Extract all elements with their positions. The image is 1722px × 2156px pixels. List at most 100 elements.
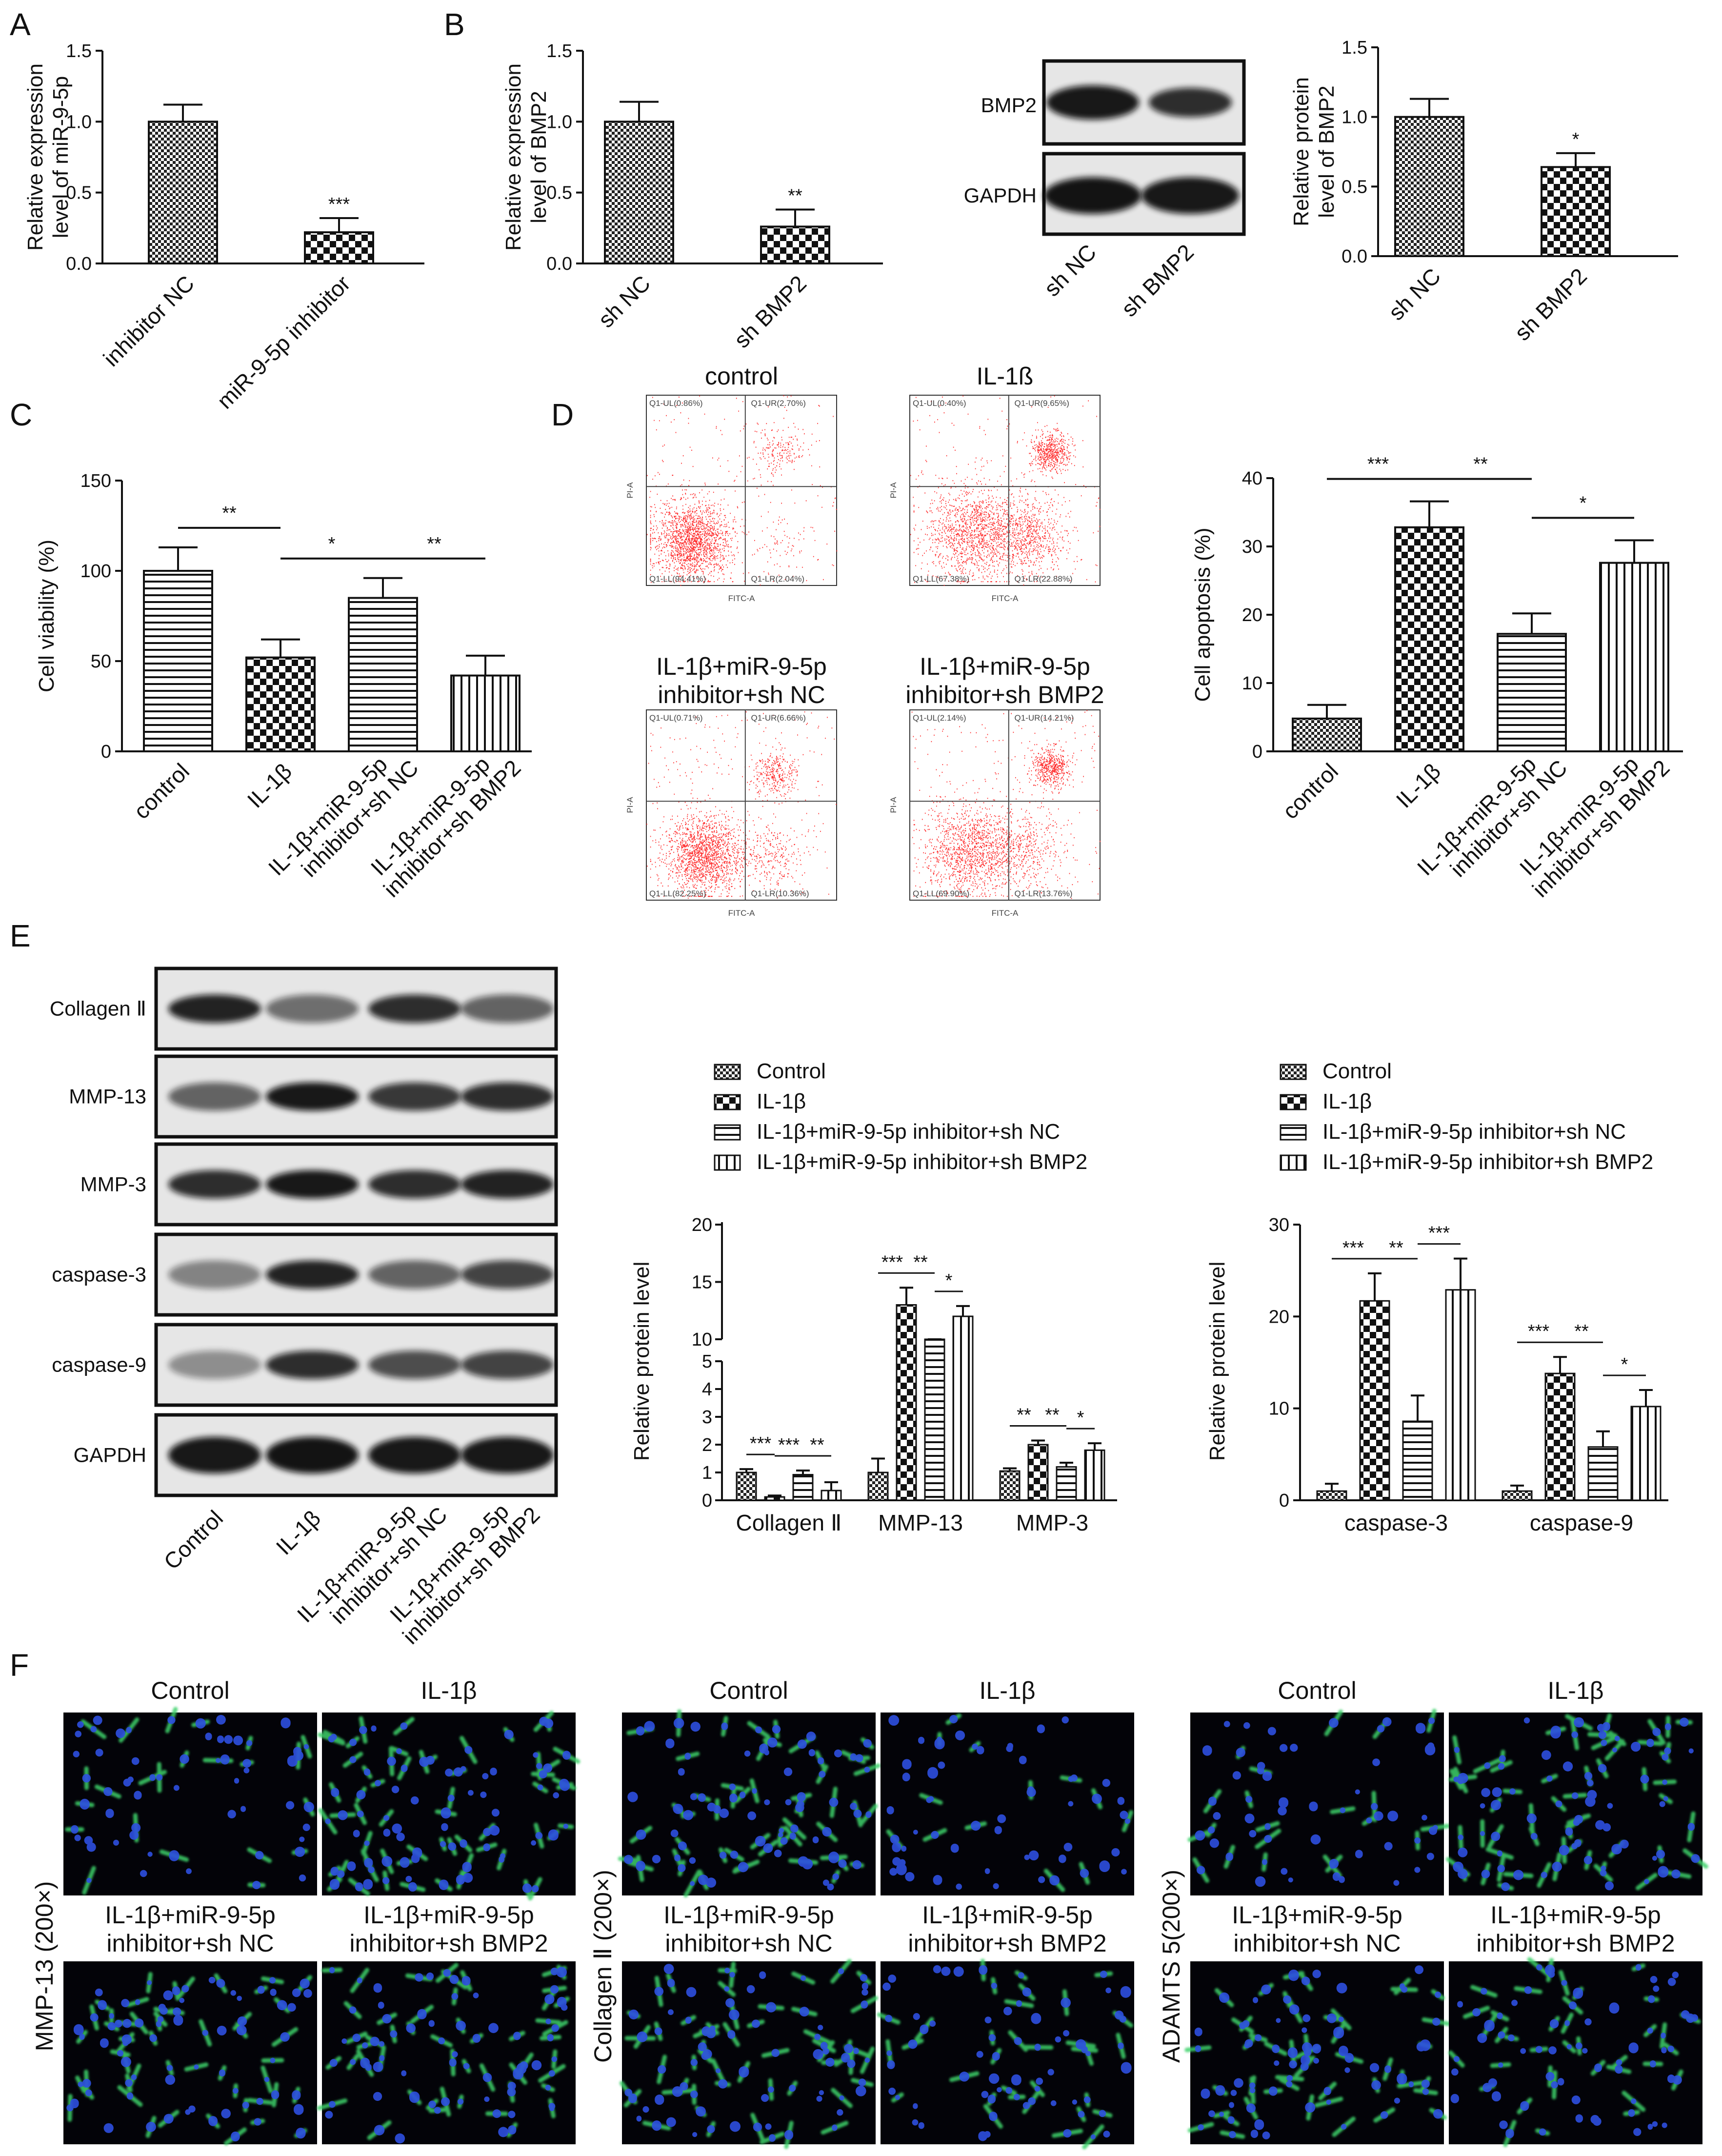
y-axis-label: Relative expressionlevel of miR-9-5p — [23, 63, 73, 251]
micro-nuclei — [1194, 1965, 1443, 2139]
legend-label: IL-1β+miR-9-5p inhibitor+sh NC — [1322, 1120, 1626, 1144]
blot-band — [168, 1350, 261, 1379]
flow-x-label: FITC-A — [992, 908, 1019, 918]
micro-group-1: Control IL-1β IL-1β+miR-9-5p inhibitor+sh N… — [31, 1677, 581, 2146]
bar — [867, 1471, 889, 1501]
bar — [143, 570, 213, 752]
bar — [1541, 166, 1611, 257]
y-tick-label: 15 — [692, 1272, 712, 1293]
blot-band — [368, 1350, 461, 1379]
legend-label: Control — [1322, 1059, 1392, 1083]
y-tick-label: 50 — [91, 651, 111, 672]
y-tick-label: 40 — [1242, 468, 1262, 489]
significance-label: * — [1621, 1354, 1628, 1375]
flow-quadrant-ul: Q1-UL(0.71%) — [649, 713, 703, 723]
significance-label: ** — [1574, 1321, 1589, 1342]
flow-title: IL-1β+miR-9-5p inhibitor+sh BMP2 — [905, 653, 1104, 708]
legend-swatch — [1280, 1154, 1307, 1171]
blot-band — [168, 1437, 261, 1473]
x-group-label: MMP-13 — [878, 1510, 963, 1535]
y-axis-label: Cell viability (%) — [35, 540, 59, 692]
x-group-label: caspase-3 — [1344, 1510, 1448, 1535]
significance-label: *** — [881, 1252, 903, 1272]
flow-quadrant-ll: Q1-LL(69.90%) — [913, 889, 969, 898]
legend-label: IL-1β — [1322, 1089, 1372, 1113]
significance-label: * — [328, 534, 336, 554]
bar — [736, 1471, 757, 1501]
micro-row-label: Collagen Ⅱ (200×) — [589, 1870, 617, 2063]
bar — [1544, 1372, 1576, 1501]
bar — [1316, 1490, 1347, 1501]
micrograph — [63, 1713, 317, 1895]
bar — [348, 597, 418, 752]
y-tick-label: 10 — [1242, 673, 1262, 694]
blot-label: MMP-3 — [80, 1173, 146, 1196]
x-category-label: sh NC — [593, 270, 655, 332]
bar — [1587, 1446, 1619, 1501]
blot-band — [1149, 88, 1232, 117]
y-tick-label: 1.0 — [66, 112, 92, 132]
blot-band — [461, 1170, 554, 1199]
y-tick-label: 0.5 — [66, 183, 92, 203]
micro-nuclei — [66, 1976, 312, 2142]
flow-frame — [646, 395, 837, 586]
micro-group-3: Control IL-1β IL-1β+miR-9-5p inhibitor+sh N… — [1158, 1677, 1708, 2147]
bar — [1394, 526, 1464, 753]
flow-y-label: PI-A — [889, 482, 898, 499]
bar — [1502, 1490, 1533, 1501]
x-group-label: caspase-9 — [1530, 1510, 1633, 1535]
significance-label: ** — [1473, 454, 1488, 475]
flow-frame — [909, 395, 1101, 586]
chart-b2: 0.0 0.5 1.0 1.5 sh NC * sh BMP2 Relative protei… — [1289, 38, 1678, 345]
significance-label: *** — [750, 1433, 772, 1454]
legend-e1: Control IL-1β IL-1β+miR-9-5p inhibitor+sh … — [714, 1059, 1087, 1174]
flow-title: IL-1ß — [977, 363, 1034, 390]
significance-label: *** — [1528, 1321, 1550, 1342]
significance-label: ** — [1045, 1405, 1060, 1425]
blot-band — [1044, 177, 1141, 214]
micro-nuclei — [1195, 1717, 1438, 1887]
legend-label: IL-1β+miR-9-5p inhibitor+sh BMP2 — [757, 1150, 1087, 1174]
blot-lane-label: Control — [159, 1505, 228, 1574]
y-tick-label: 30 — [1269, 1215, 1289, 1235]
legend-swatch — [1280, 1064, 1307, 1080]
y-tick-label: 1.0 — [1342, 107, 1367, 128]
y-tick-label: 0 — [101, 742, 111, 762]
flow-quadrant-ur: Q1-UR(14.21%) — [1015, 713, 1074, 723]
bar — [1084, 1449, 1105, 1501]
bar — [1497, 633, 1567, 752]
flow-dots — [911, 710, 1101, 899]
flow-y-label: PI-A — [625, 482, 635, 499]
chart-d: 0 10 20 30 40 control IL-1β IL-1β+miR-9-5pinhib… — [1191, 454, 1683, 902]
blot-band — [266, 994, 359, 1023]
immunofluorescence-micrographs: Control IL-1β IL-1β+miR-9-5p inhibitor+sh N… — [31, 1677, 1708, 2150]
blot-band — [1141, 177, 1239, 214]
blot-label: GAPDH — [74, 1444, 146, 1467]
flow-x-label: FITC-A — [728, 908, 755, 918]
legend-swatch — [714, 1154, 741, 1171]
micro-row-label: ADAMTS 5(200×) — [1158, 1870, 1185, 2063]
blot-band — [1046, 85, 1139, 120]
bar — [1599, 562, 1669, 752]
micro-nuclei — [623, 1718, 872, 1891]
flow-quadrant-lr: Q1-LR(13.76%) — [1015, 889, 1073, 898]
y-tick-label: 10 — [692, 1330, 712, 1350]
micro-nuclei — [886, 1715, 1131, 1890]
y-tick-label: 1 — [702, 1463, 712, 1483]
legend-label: Control — [757, 1059, 826, 1083]
bar — [1056, 1466, 1077, 1501]
bar — [1292, 717, 1362, 753]
significance-label: ** — [427, 534, 441, 554]
bar — [999, 1470, 1021, 1501]
blot-band — [266, 1350, 359, 1379]
bar — [1445, 1289, 1476, 1501]
bar — [952, 1315, 974, 1501]
significance-label: *** — [1367, 454, 1389, 475]
blot-band — [461, 1082, 554, 1111]
y-tick-label: 0.5 — [1342, 177, 1367, 197]
bar — [896, 1304, 917, 1501]
flow-x-label: FITC-A — [728, 594, 755, 603]
legend-swatch — [714, 1124, 741, 1141]
micro-row-label: MMP-13 (200×) — [31, 1881, 58, 2052]
